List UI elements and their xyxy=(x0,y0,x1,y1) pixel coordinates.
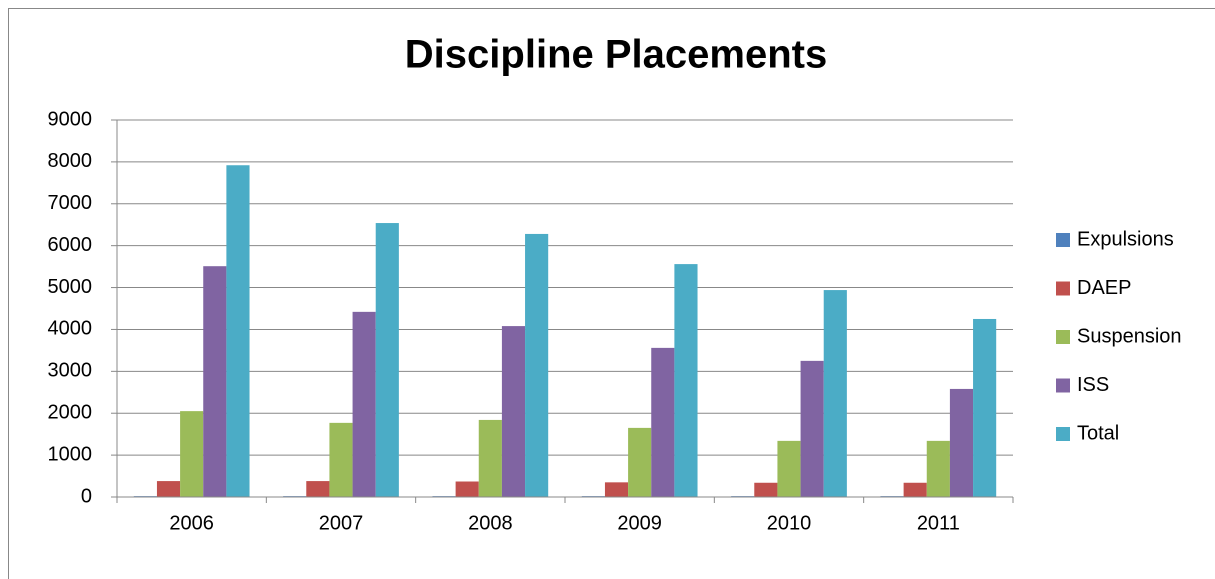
chart-title: Discipline Placements xyxy=(405,33,827,77)
legend-swatch xyxy=(1056,427,1070,441)
bar xyxy=(926,440,950,497)
y-tick-label: 0 xyxy=(81,485,92,507)
bar xyxy=(628,427,652,497)
y-tick-label: 4000 xyxy=(48,318,93,340)
bar xyxy=(973,318,997,497)
bar xyxy=(651,347,675,497)
x-tick-label: 2008 xyxy=(468,512,513,534)
bar xyxy=(501,326,526,497)
x-tick-label: 2007 xyxy=(319,512,364,534)
y-tick-label: 9000 xyxy=(48,108,93,130)
bar xyxy=(823,290,847,497)
bar xyxy=(156,481,181,497)
x-tick-label: 2009 xyxy=(617,512,662,534)
bar xyxy=(352,311,376,497)
legend-label: Expulsions xyxy=(1077,228,1174,250)
legend-label: Suspension xyxy=(1077,325,1182,347)
bar xyxy=(375,223,399,497)
bar xyxy=(674,264,698,497)
bar xyxy=(203,266,227,497)
y-tick-label: 6000 xyxy=(48,234,93,256)
bar xyxy=(903,482,927,497)
bar xyxy=(949,388,974,497)
legend-swatch xyxy=(1056,330,1070,344)
y-tick-label: 8000 xyxy=(48,150,93,172)
bar xyxy=(226,165,250,498)
y-tick-label: 7000 xyxy=(48,192,93,214)
chart-border xyxy=(8,8,1215,579)
bar xyxy=(604,482,629,497)
x-tick-label: 2006 xyxy=(169,512,214,534)
legend-swatch xyxy=(1056,281,1070,296)
bar xyxy=(800,360,824,497)
x-tick-label: 2010 xyxy=(767,512,812,534)
bar xyxy=(478,419,502,497)
bar xyxy=(525,233,549,497)
legend-label: ISS xyxy=(1077,374,1109,396)
bar xyxy=(455,481,479,497)
legend-swatch xyxy=(1056,378,1070,393)
y-tick-label: 3000 xyxy=(48,360,93,382)
y-tick-label: 5000 xyxy=(48,276,93,298)
y-tick-label: 2000 xyxy=(48,402,93,424)
bar xyxy=(180,411,204,497)
legend-label: DAEP xyxy=(1077,277,1131,299)
x-tick-label: 2011 xyxy=(917,512,960,534)
bar xyxy=(306,481,330,497)
bar xyxy=(754,482,778,497)
legend-label: Total xyxy=(1077,422,1119,444)
bar xyxy=(329,422,353,497)
bar xyxy=(777,440,801,497)
legend-swatch xyxy=(1056,233,1070,247)
y-tick-label: 1000 xyxy=(48,443,93,465)
